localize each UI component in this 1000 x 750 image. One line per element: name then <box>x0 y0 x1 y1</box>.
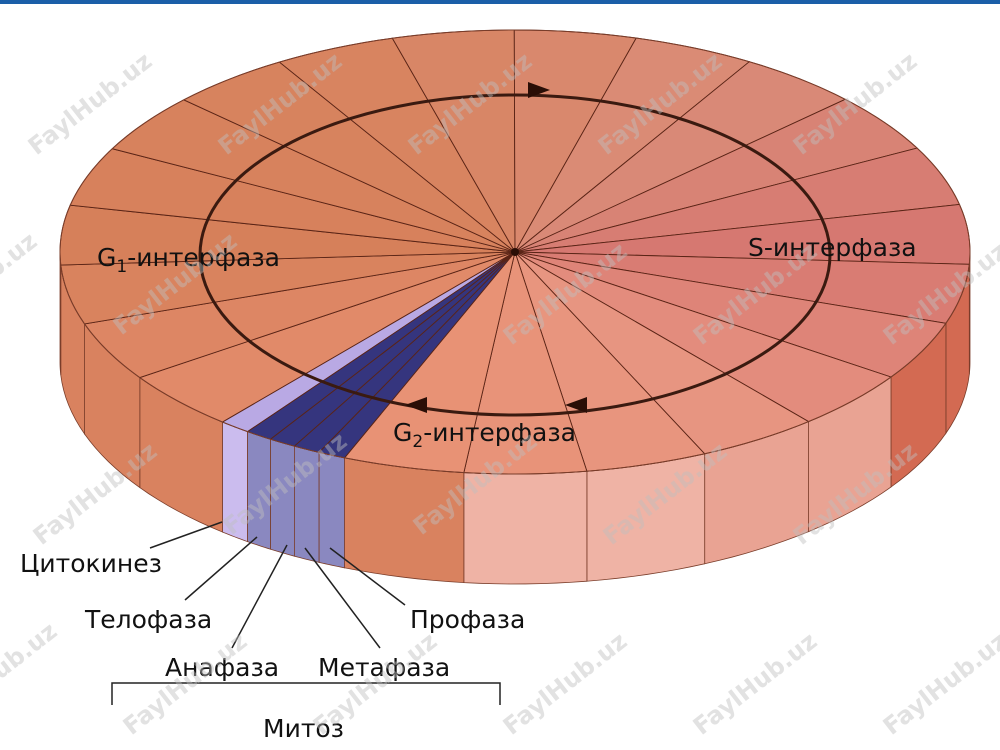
center <box>511 248 519 256</box>
top-bar <box>0 0 1000 4</box>
watermark: FaylHub.uz <box>688 627 823 741</box>
watermark: FaylHub.uz <box>28 437 163 551</box>
leader-lines <box>149 521 406 649</box>
disk-rim <box>59 29 971 475</box>
mitosis-bracket <box>111 682 501 705</box>
g2-rest: -интерфаза <box>423 418 576 447</box>
phase-label: Анафаза <box>165 653 279 682</box>
s-label: S-интерфаза <box>748 233 917 262</box>
g1-main: G <box>97 243 116 272</box>
watermark: FaylHub.uz <box>498 627 633 741</box>
watermark: FaylHub.uz <box>878 627 1000 741</box>
arrow <box>528 82 550 98</box>
g2-label: G2-интерфаза <box>393 418 576 452</box>
cycle-ring <box>198 93 832 417</box>
leader-line <box>304 547 381 649</box>
arrow <box>565 397 587 413</box>
g2-sub: 2 <box>412 432 423 452</box>
disk <box>59 29 971 585</box>
phase-label: Метафаза <box>318 653 450 682</box>
phase-label: Телофаза <box>84 605 212 634</box>
phase-label: Профаза <box>410 605 525 634</box>
phase-label: Цитокинез <box>20 549 162 578</box>
leader-line <box>231 544 288 649</box>
leader-line <box>329 547 406 606</box>
g1-label: G1-интерфаза <box>97 243 280 277</box>
g1-sub: 1 <box>116 257 127 277</box>
arrow <box>405 397 427 413</box>
g2-main: G <box>393 418 412 447</box>
watermark: FaylHub.uz <box>0 617 62 731</box>
watermark: FaylHub.uz <box>0 227 42 341</box>
g1-rest: -интерфаза <box>127 243 280 272</box>
side-face <box>59 251 62 376</box>
mitosis-label: Митоз <box>263 714 344 743</box>
leader-line <box>149 521 223 549</box>
leader-line <box>184 536 258 601</box>
